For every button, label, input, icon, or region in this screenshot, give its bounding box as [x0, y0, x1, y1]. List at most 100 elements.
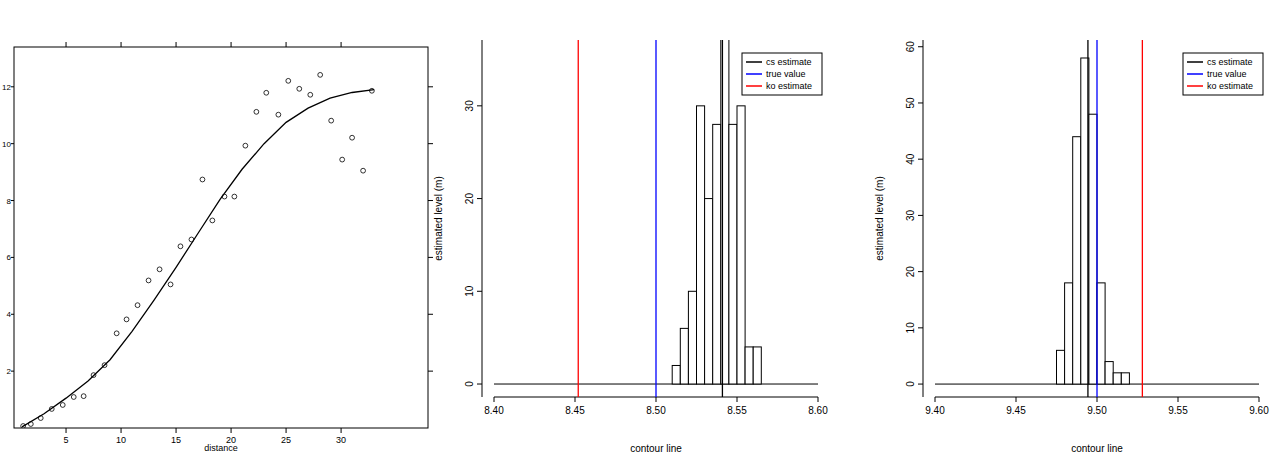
- x-tick-label: 9.40: [925, 405, 945, 416]
- point: [264, 90, 269, 95]
- y-tick-label: 20: [464, 193, 475, 205]
- point: [135, 303, 140, 308]
- x-tick: [341, 42, 342, 47]
- x-tick: [176, 428, 177, 433]
- point: [297, 86, 302, 91]
- x-tick: [286, 42, 287, 47]
- x-tick: [737, 397, 738, 402]
- point: [114, 331, 119, 336]
- legend-swatch: [1187, 85, 1203, 87]
- y-tick: [918, 46, 923, 47]
- y-tick-label: 2: [7, 367, 12, 376]
- point: [276, 112, 281, 117]
- x-label: distance: [204, 443, 238, 453]
- legend: cs estimatetrue valueko estimate: [742, 53, 822, 95]
- y-tick: [11, 86, 14, 87]
- point: [286, 78, 291, 83]
- hist-bar: [1073, 137, 1081, 384]
- y-tick-label: 30: [905, 209, 916, 221]
- point: [308, 92, 313, 97]
- hist-bar: [1057, 350, 1065, 384]
- point: [254, 109, 259, 114]
- x-tick-label: 5: [64, 435, 69, 445]
- x-tick: [176, 42, 177, 47]
- y-tick-label: 8: [7, 197, 12, 206]
- x-tick-label: 9.50: [1087, 405, 1107, 416]
- y-tick: [477, 105, 482, 106]
- point: [210, 218, 215, 223]
- x-label: contour line: [630, 443, 682, 454]
- x-tick: [494, 397, 495, 402]
- x-tick: [1097, 397, 1098, 402]
- reference-line: [1087, 40, 1088, 397]
- y-label: estimated level (m): [433, 176, 444, 260]
- reference-line: [578, 40, 579, 397]
- x-tick: [575, 397, 576, 402]
- x-tick: [66, 42, 67, 47]
- hist-bar: [1065, 283, 1073, 384]
- x-tick: [121, 42, 122, 47]
- y-axis: [923, 40, 924, 397]
- x-tick: [1259, 397, 1260, 402]
- x-tick: [818, 397, 819, 402]
- point: [340, 157, 345, 162]
- x-tick-label: 8.45: [565, 405, 585, 416]
- y-tick: [428, 143, 433, 144]
- y-tick: [918, 215, 923, 216]
- legend-swatch: [746, 73, 762, 75]
- y-tick: [428, 314, 433, 315]
- frame: [14, 47, 428, 428]
- hist-bar: [729, 124, 737, 384]
- x-tick-label: 9.55: [1168, 405, 1188, 416]
- legend: cs estimatetrue valueko estimate: [1183, 53, 1263, 95]
- y-tick: [477, 291, 482, 292]
- x-tick-label: 9.45: [1006, 405, 1026, 416]
- legend-label: cs estimate: [1207, 57, 1253, 67]
- x-tick: [66, 428, 67, 433]
- x-tick-label: 9.60: [1249, 405, 1269, 416]
- chart-2: 9.409.459.509.559.600102030405060contour…: [874, 40, 1269, 454]
- point: [168, 282, 173, 287]
- point: [361, 168, 366, 173]
- point: [157, 267, 162, 272]
- y-tick-label: 10: [2, 140, 11, 149]
- y-tick: [918, 102, 923, 103]
- legend-box: [1183, 53, 1263, 95]
- chart-1: 8.408.458.508.558.600102030contour linee…: [433, 32, 828, 454]
- legend-swatch: [1187, 61, 1203, 63]
- y-tick-label: 12: [2, 83, 11, 92]
- y-tick: [11, 371, 14, 372]
- hist-bar: [688, 291, 696, 384]
- reference-line: [1096, 40, 1097, 397]
- reference-line: [722, 40, 723, 397]
- y-tick-label: 6: [7, 253, 12, 262]
- legend-swatch: [746, 85, 762, 87]
- hist-bar: [672, 365, 680, 384]
- y-tick: [477, 384, 482, 385]
- fit-line: [22, 90, 374, 427]
- point: [81, 394, 86, 399]
- legend-swatch: [1187, 73, 1203, 75]
- hist-bar: [737, 106, 745, 384]
- y-tick: [918, 159, 923, 160]
- hist-bar: [1105, 362, 1113, 384]
- point: [146, 278, 151, 283]
- x-tick-label: 8.40: [484, 405, 504, 416]
- point: [329, 118, 334, 123]
- point: [200, 177, 205, 182]
- reference-line: [1142, 40, 1143, 397]
- hist-bar: [745, 347, 753, 384]
- point: [124, 317, 129, 322]
- y-label: estimated level (m): [874, 176, 885, 260]
- hist-bar: [1113, 373, 1121, 384]
- y-tick-label: 0: [464, 381, 475, 387]
- y-tick-label: 40: [905, 153, 916, 165]
- x-tick: [231, 428, 232, 433]
- y-tick: [918, 384, 923, 385]
- y-tick: [918, 271, 923, 272]
- y-tick: [428, 86, 433, 87]
- y-tick: [477, 198, 482, 199]
- legend-label: cs estimate: [766, 57, 812, 67]
- x-tick: [935, 397, 936, 402]
- point: [232, 194, 237, 199]
